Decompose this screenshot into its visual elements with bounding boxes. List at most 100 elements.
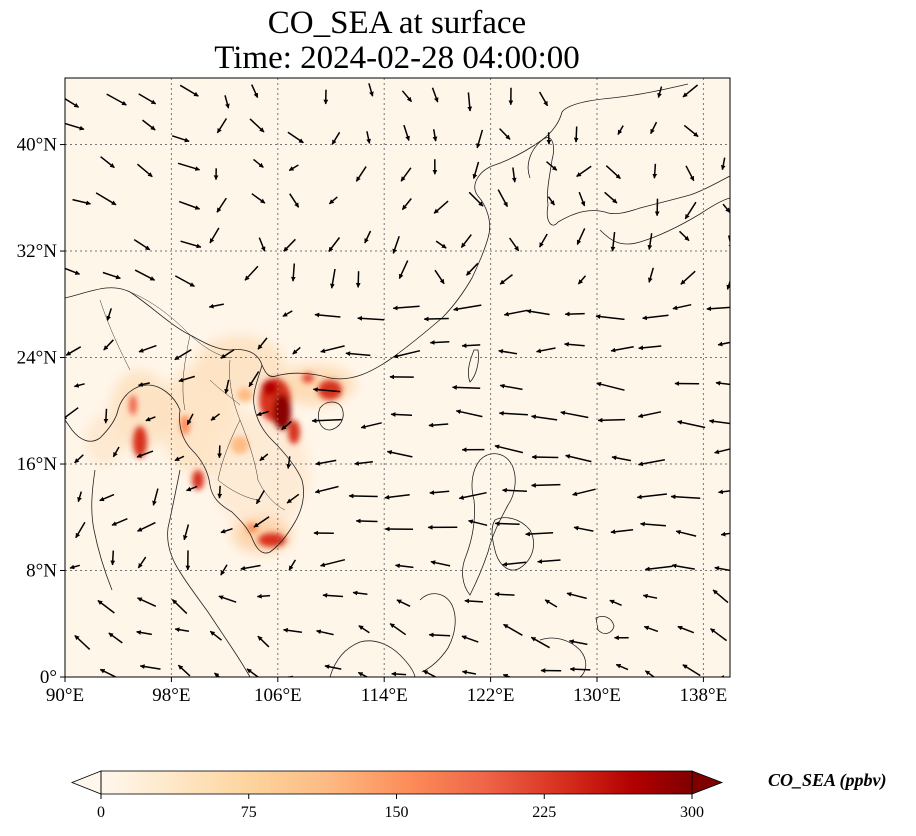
- wind-arrow: [328, 237, 341, 252]
- wind-arrow: [647, 267, 655, 283]
- wind-arrow: [714, 448, 730, 455]
- wind-arrow: [714, 566, 730, 572]
- wind-arrow: [133, 238, 151, 251]
- wind-arrow: [525, 531, 554, 537]
- wind-arrow: [312, 387, 341, 393]
- wind-arrow: [568, 639, 588, 646]
- wind-arrow: [642, 593, 658, 599]
- wind-arrow: [573, 126, 579, 143]
- wind-arrow: [503, 309, 528, 317]
- wind-arrow: [526, 309, 550, 316]
- wind-arrow: [292, 346, 301, 355]
- wind-arrow: [136, 163, 153, 178]
- lat-axis: 0° 8°N 16°N 24°N 32°N 40°N: [17, 135, 65, 688]
- wind-arrow: [596, 381, 625, 391]
- wind-arrow: [652, 163, 658, 179]
- colorbar-tick-label: 225: [532, 804, 556, 821]
- wind-arrow: [617, 125, 624, 135]
- wind-arrow: [538, 91, 549, 107]
- wind-arrow: [531, 454, 559, 460]
- wind-arrow: [171, 599, 188, 615]
- colorbar-tick-label: 75: [241, 804, 257, 821]
- wind-arrow: [288, 559, 297, 571]
- wind-arrow: [138, 344, 157, 353]
- wind-arrow: [433, 200, 449, 214]
- wind-arrow: [401, 90, 413, 103]
- wind-arrow: [706, 306, 730, 312]
- wind-arrow: [715, 380, 730, 386]
- wind-arrow: [461, 343, 481, 349]
- wind-arrow: [650, 121, 658, 135]
- colorbar-extend-min: [70, 770, 102, 795]
- wind-arrow: [214, 672, 221, 677]
- wind-arrow: [576, 165, 592, 178]
- wind-arrow: [358, 625, 370, 634]
- wind-arrow: [217, 485, 223, 499]
- wind-arrow: [452, 385, 481, 390]
- wind-arrow: [467, 92, 473, 112]
- wind-arrow: [677, 420, 706, 429]
- wind-arrow: [720, 531, 730, 537]
- wind-arrow: [315, 459, 337, 466]
- wind-arrow: [177, 664, 191, 677]
- wind-arrow: [328, 196, 338, 205]
- wind-arrow: [393, 349, 421, 359]
- wind-arrow: [178, 375, 196, 383]
- wind-arrow: [152, 488, 159, 506]
- wind-arrow: [316, 629, 334, 636]
- wind-arrow: [137, 556, 147, 569]
- wind-arrow: [435, 240, 447, 249]
- wind-arrow: [352, 590, 368, 596]
- wind-arrow: [391, 671, 407, 677]
- wind-arrow: [174, 349, 192, 361]
- wind-arrow: [712, 589, 729, 604]
- wind-arrow: [142, 119, 156, 131]
- wind-arrow: [256, 410, 270, 417]
- wind-arrow: [348, 493, 378, 499]
- wind-arrow: [638, 459, 666, 467]
- wind-arrow: [174, 455, 185, 462]
- wind-arrow: [422, 670, 438, 677]
- wind-arrow: [434, 269, 445, 285]
- wind-arrow: [494, 591, 515, 597]
- wind-arrow: [286, 493, 300, 504]
- wind-arrow: [180, 240, 202, 249]
- wind-arrow: [251, 193, 266, 204]
- wind-arrow: [644, 565, 673, 572]
- wind-arrow: [258, 237, 266, 252]
- wind-arrow: [138, 93, 157, 105]
- wind-arrow: [403, 124, 410, 141]
- wind-arrow: [281, 420, 292, 431]
- wind-arrow: [637, 411, 662, 419]
- wind-arrow: [494, 521, 520, 526]
- wind-arrow: [253, 516, 270, 528]
- wind-arrow: [677, 625, 695, 634]
- wind-arrow: [395, 563, 414, 569]
- wind-arrow: [671, 563, 695, 570]
- wind-arrow: [244, 265, 259, 281]
- wind-arrow: [320, 345, 345, 354]
- wind-arrow: [401, 198, 412, 211]
- wind-arrow: [99, 493, 115, 502]
- wind-arrow: [502, 487, 527, 493]
- wind-arrow: [209, 630, 222, 641]
- wind-arrow: [249, 118, 265, 133]
- wind-arrow: [718, 489, 730, 495]
- wind-arrow: [248, 371, 260, 388]
- wind-arrow: [537, 559, 561, 564]
- wind-arrow: [75, 521, 86, 539]
- lon-tick-label: 90°E: [46, 685, 84, 706]
- colorbar-label: CO_SEA (ppbv): [768, 770, 887, 790]
- wind-arrow: [186, 485, 198, 492]
- wind-arrow: [77, 491, 83, 503]
- wind-arrow: [357, 315, 385, 321]
- wind-arrow: [216, 118, 228, 134]
- wind-arrow: [97, 599, 115, 614]
- wind-arrow: [257, 337, 268, 350]
- wind-arrow: [330, 268, 336, 289]
- wind-arrow: [355, 166, 367, 182]
- wind-arrow: [536, 347, 556, 354]
- wind-arrow: [255, 490, 265, 505]
- wind-arrow: [566, 592, 587, 600]
- wind-arrow: [368, 83, 374, 97]
